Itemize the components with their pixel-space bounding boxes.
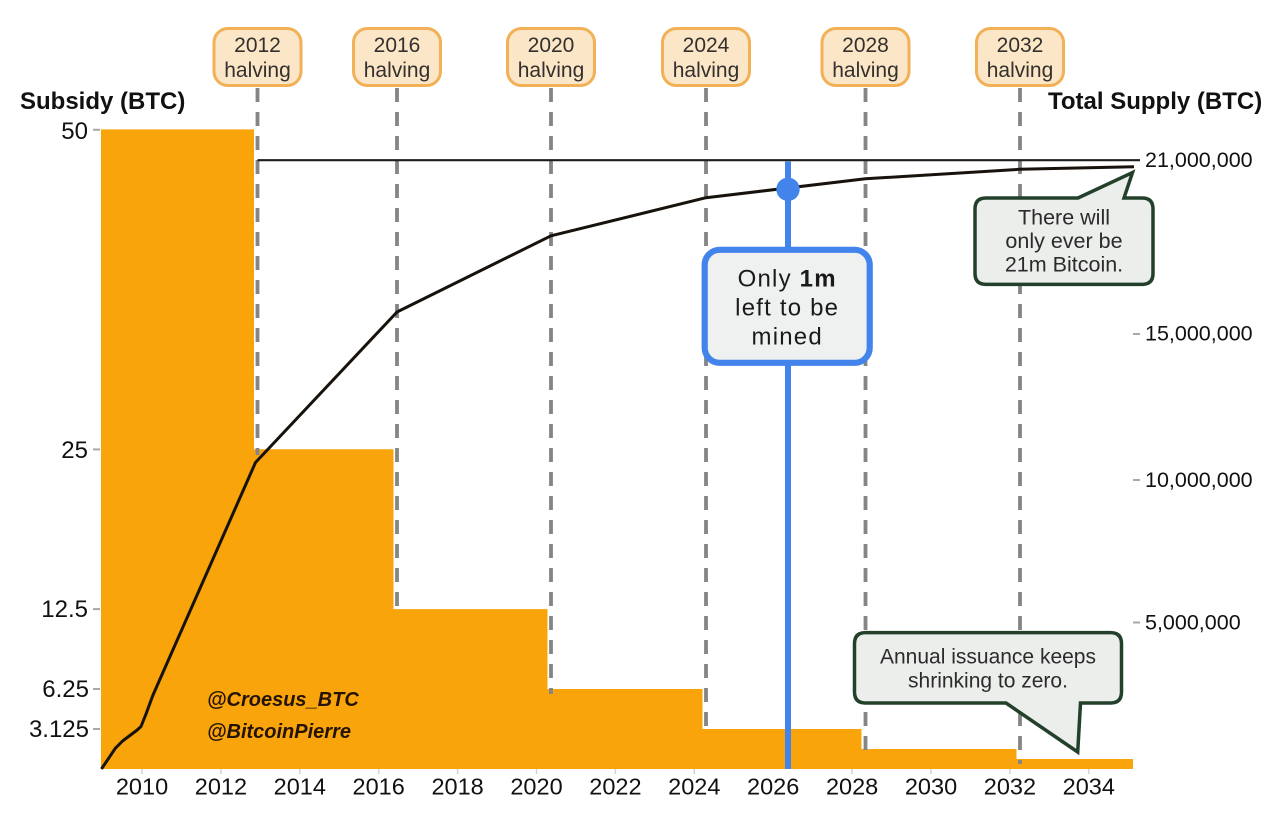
svg-text:halving: halving	[987, 59, 1054, 82]
svg-text:Total Supply (BTC): Total Supply (BTC)	[1048, 88, 1262, 115]
svg-text:2022: 2022	[589, 774, 641, 800]
svg-text:@Croesus_BTC: @Croesus_BTC	[207, 689, 359, 711]
svg-text:There will: There will	[1018, 206, 1110, 230]
svg-text:6.25: 6.25	[42, 676, 89, 703]
svg-text:Subsidy (BTC): Subsidy (BTC)	[20, 88, 185, 115]
svg-text:2014: 2014	[274, 774, 326, 800]
svg-text:15,000,000: 15,000,000	[1145, 322, 1253, 346]
svg-text:50: 50	[61, 118, 88, 145]
svg-text:2028: 2028	[826, 774, 878, 800]
svg-text:25: 25	[61, 437, 88, 464]
svg-text:halving: halving	[832, 59, 899, 82]
svg-text:Annual issuance keeps: Annual issuance keeps	[880, 646, 1096, 669]
svg-text:left to be: left to be	[735, 295, 839, 322]
svg-text:2032: 2032	[984, 774, 1036, 800]
svg-text:Only 1m: Only 1m	[738, 266, 837, 293]
svg-text:2020: 2020	[510, 774, 562, 800]
svg-text:2030: 2030	[905, 774, 957, 800]
svg-text:2010: 2010	[116, 774, 168, 800]
svg-text:only ever be: only ever be	[1005, 229, 1122, 253]
svg-text:2012: 2012	[234, 34, 281, 57]
svg-text:2032: 2032	[997, 34, 1044, 57]
svg-text:3.125: 3.125	[29, 716, 89, 743]
svg-text:2028: 2028	[842, 34, 889, 57]
svg-text:2034: 2034	[1063, 774, 1115, 800]
svg-text:halving: halving	[224, 59, 291, 82]
svg-text:21m Bitcoin.: 21m Bitcoin.	[1005, 253, 1123, 277]
svg-text:2020: 2020	[528, 34, 575, 57]
svg-text:halving: halving	[518, 59, 585, 82]
svg-text:2024: 2024	[683, 34, 730, 57]
svg-text:2024: 2024	[668, 774, 720, 800]
svg-text:@BitcoinPierre: @BitcoinPierre	[207, 721, 351, 743]
svg-text:21,000,000: 21,000,000	[1145, 148, 1253, 172]
svg-text:shrinking to zero.: shrinking to zero.	[908, 670, 1068, 693]
svg-text:2016: 2016	[353, 774, 405, 800]
svg-text:2012: 2012	[195, 774, 247, 800]
svg-text:2016: 2016	[374, 34, 421, 57]
svg-text:mined: mined	[752, 324, 823, 351]
svg-text:5,000,000: 5,000,000	[1145, 611, 1241, 635]
svg-text:10,000,000: 10,000,000	[1145, 468, 1253, 492]
svg-text:halving: halving	[673, 59, 740, 82]
svg-text:2026: 2026	[747, 774, 799, 800]
svg-text:12.5: 12.5	[41, 596, 88, 623]
svg-text:halving: halving	[364, 59, 431, 82]
svg-text:2018: 2018	[431, 774, 483, 800]
